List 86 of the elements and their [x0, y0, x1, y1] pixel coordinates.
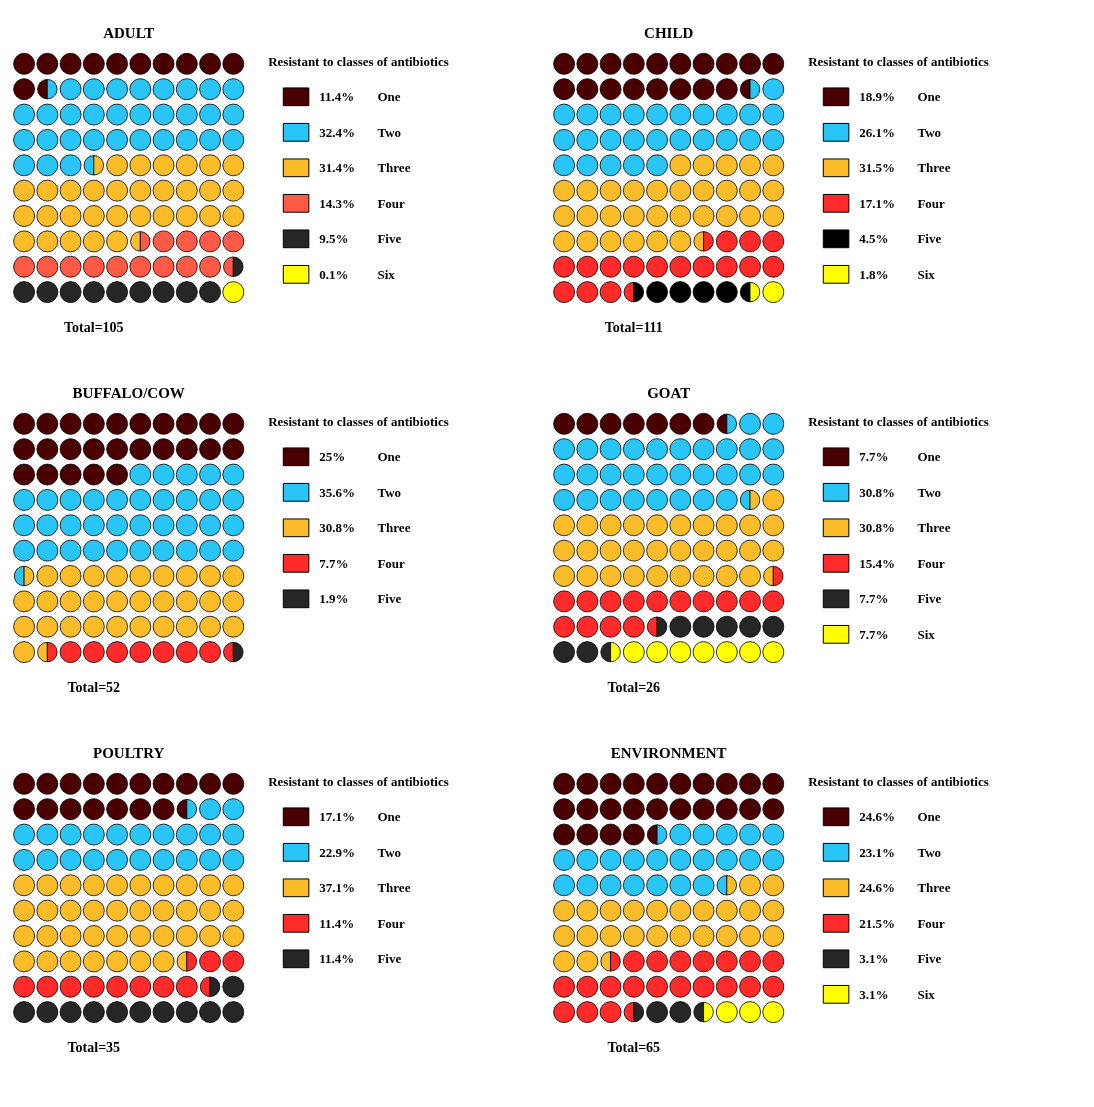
- category-label: Two: [377, 124, 402, 140]
- data-label: 30.8%: [319, 520, 356, 536]
- category-label: Three: [377, 520, 411, 536]
- data-label: 31.5%: [859, 160, 896, 176]
- category-label: One: [917, 89, 941, 105]
- category-label: Five: [377, 951, 402, 967]
- category-label: One: [377, 449, 401, 465]
- data-label: 7.7%: [859, 591, 889, 607]
- data-label: 4.5%: [859, 231, 889, 247]
- data-label: 0.1%: [319, 266, 349, 282]
- text: ENVIRONMENT: [610, 745, 727, 762]
- data-label: 7.7%: [859, 626, 889, 642]
- category-label: Three: [917, 520, 951, 536]
- category-label: Three: [377, 160, 411, 176]
- text: Total=26: [607, 679, 661, 695]
- category-label: Four: [377, 555, 406, 571]
- category-label: Three: [917, 160, 951, 176]
- category-label: Two: [377, 484, 402, 500]
- data-label: 11.4%: [319, 89, 355, 105]
- text: BUFFALO/COW: [72, 385, 185, 402]
- data-label: 3.1%: [859, 986, 889, 1002]
- category-label: One: [377, 809, 401, 825]
- text: POULTRY: [92, 745, 165, 762]
- text: Total=52: [67, 679, 121, 695]
- data-label: 32.4%: [319, 124, 356, 140]
- category-label: Four: [377, 915, 406, 931]
- category-label: Five: [917, 951, 942, 967]
- category-label: Two: [917, 844, 942, 860]
- category-label: One: [917, 809, 941, 825]
- legend-title: Resistant to classes of antibiotics: [808, 53, 989, 69]
- legend-title: Resistant to classes of antibiotics: [268, 773, 449, 789]
- data-label: 31.4%: [319, 160, 356, 176]
- data-label: 24.6%: [859, 809, 896, 825]
- category-label: Five: [377, 231, 402, 247]
- category-label: Six: [917, 626, 936, 642]
- data-label: 17.1%: [319, 809, 356, 825]
- category-label: Two: [917, 484, 942, 500]
- category-label: Six: [377, 266, 396, 282]
- data-label: 24.6%: [859, 880, 896, 896]
- data-label: 30.8%: [859, 484, 896, 500]
- data-label: 11.4%: [319, 951, 355, 967]
- category-label: Four: [377, 195, 406, 211]
- category-label: Two: [377, 844, 402, 860]
- data-label: 11.4%: [319, 915, 355, 931]
- text: ADULT: [103, 25, 155, 42]
- text: Total=35: [67, 1039, 121, 1055]
- legend-title: Resistant to classes of antibiotics: [808, 413, 989, 429]
- category-label: Four: [917, 915, 946, 931]
- data-label: 17.1%: [859, 195, 896, 211]
- data-label: 23.1%: [859, 844, 896, 860]
- text: Total=111: [604, 319, 663, 335]
- category-label: Four: [917, 195, 946, 211]
- category-label: Five: [917, 231, 942, 247]
- legend-title: Resistant to classes of antibiotics: [268, 413, 449, 429]
- data-label: 37.1%: [319, 880, 356, 896]
- data-label: 21.5%: [859, 915, 896, 931]
- data-label: 22.9%: [319, 844, 356, 860]
- data-label: 30.8%: [859, 520, 896, 536]
- data-label: 7.7%: [859, 449, 889, 465]
- text: CHILD: [644, 25, 694, 42]
- data-label: 7.7%: [319, 555, 349, 571]
- text: Total=105: [64, 319, 124, 335]
- legend-title: Resistant to classes of antibiotics: [808, 773, 989, 789]
- category-label: Five: [377, 591, 402, 607]
- category-label: One: [377, 89, 401, 105]
- data-label: 1.9%: [319, 591, 349, 607]
- data-label: 18.9%: [859, 89, 896, 105]
- category-label: Three: [917, 880, 951, 896]
- category-label: Six: [917, 266, 936, 282]
- text: Total=65: [607, 1039, 661, 1055]
- text: GOAT: [647, 385, 691, 402]
- category-label: Six: [917, 986, 936, 1002]
- category-label: One: [917, 449, 941, 465]
- data-label: 15.4%: [859, 555, 896, 571]
- data-label: 25%: [319, 449, 346, 465]
- data-label: 35.6%: [319, 484, 356, 500]
- data-label: 26.1%: [859, 124, 896, 140]
- category-label: Five: [917, 591, 942, 607]
- category-label: Three: [377, 880, 411, 896]
- legend-title: Resistant to classes of antibiotics: [268, 53, 449, 69]
- data-label: 9.5%: [319, 231, 349, 247]
- category-label: Four: [917, 555, 946, 571]
- data-label: 14.3%: [319, 195, 356, 211]
- data-label: 3.1%: [859, 951, 889, 967]
- category-label: Two: [917, 124, 942, 140]
- data-label: 1.8%: [859, 266, 889, 282]
